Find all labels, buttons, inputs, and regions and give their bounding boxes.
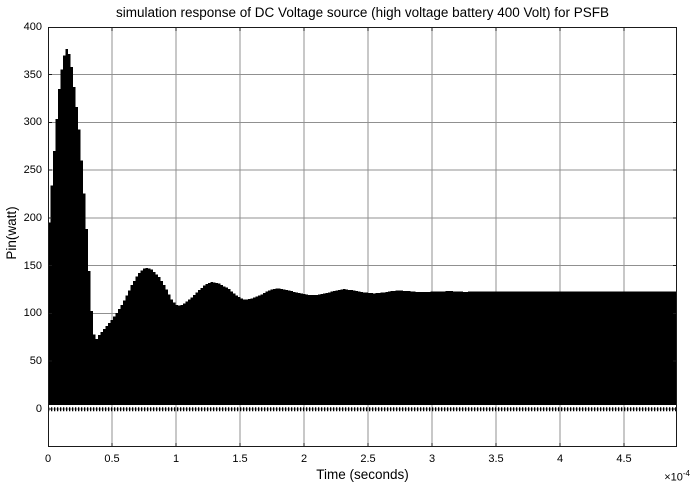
y-tick-label: 350 — [23, 68, 42, 81]
chart-title: simulation response of DC Voltage source… — [115, 5, 609, 20]
exponent-base: ×10 — [664, 471, 683, 484]
x-tick-label: 0.5 — [104, 453, 120, 465]
x-tick-label: 4 — [556, 453, 564, 465]
x-tick-label: 2 — [300, 453, 308, 465]
x-tick-label: 3.5 — [488, 453, 504, 465]
y-tick-label: 400 — [23, 21, 42, 33]
x-tick-label: 1 — [172, 453, 180, 465]
y-tick-label: 300 — [23, 116, 42, 129]
y-tick-label: 250 — [23, 164, 42, 177]
y-tick-label: 100 — [23, 307, 42, 320]
y-axis-label: Pin(watt) — [4, 206, 19, 260]
x-axis-exponent: ×10-4 — [600, 469, 690, 484]
x-tick-label: 0 — [44, 453, 52, 465]
y-tick-label: 150 — [23, 259, 42, 272]
plot-area — [48, 27, 677, 447]
exponent-power: -4 — [682, 469, 690, 478]
x-tick-label: 2.5 — [360, 453, 376, 465]
waveform-plot — [48, 27, 677, 447]
axes-border — [48, 27, 677, 447]
x-tick-label: 3 — [428, 453, 436, 465]
y-tick-label: 50 — [29, 355, 42, 368]
x-tick-label: 4.5 — [616, 453, 632, 465]
x-axis-label: Time (seconds) — [316, 467, 409, 482]
y-tick-label: 0 — [35, 402, 42, 415]
y-tick-label: 200 — [23, 211, 42, 224]
waveform-envelope — [48, 48, 677, 406]
x-tick-label: 1.5 — [232, 453, 248, 465]
